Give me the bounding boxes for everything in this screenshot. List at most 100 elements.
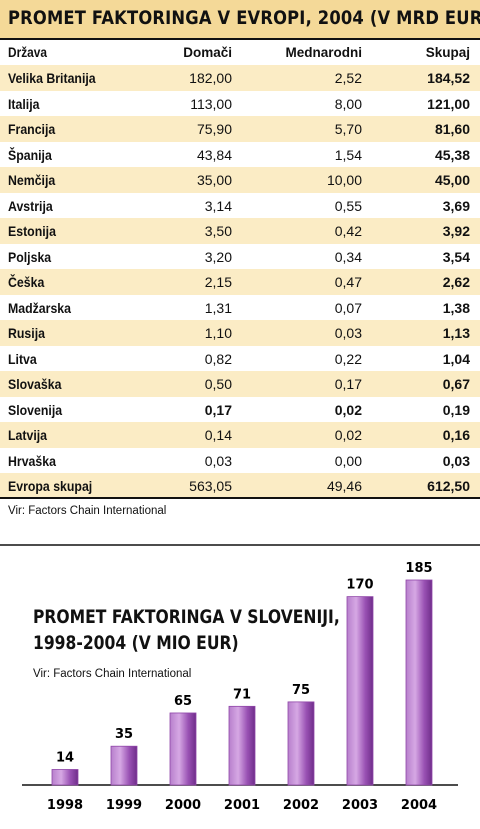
table-title: PROMET FAKTORINGA V EVROPI, 2004 (V MRD … [8, 7, 480, 29]
table-row: Litva 0,82 0,22 1,04 [0, 345, 480, 371]
international-cell: 0,03 [334, 325, 362, 341]
table-row: Španija 43,84 1,54 45,38 [0, 141, 480, 167]
international-cell: 0,00 [334, 452, 362, 469]
total-cell: 1,04 [442, 350, 470, 367]
chart-title-line-2: 1998-2004 (V MIO EUR) [33, 632, 239, 654]
total-cell: 81,60 [434, 121, 470, 137]
country-cell: Slovenija [8, 401, 63, 418]
domestic-cell: 182,00 [189, 70, 232, 86]
international-cell: 10,00 [326, 172, 362, 188]
country-cell: Rusija [8, 325, 45, 341]
international-cell: 1,54 [334, 146, 362, 163]
domestic-cell: 0,14 [204, 427, 232, 443]
domestic-cell: 563,05 [189, 478, 232, 494]
bar-2003 [346, 596, 374, 786]
domestic-cell: 3,20 [204, 248, 232, 265]
total-cell: 45,38 [434, 146, 470, 163]
international-cell: 0,22 [334, 350, 362, 367]
country-cell: Velika Britanija [8, 70, 96, 86]
international-cell: 0,42 [334, 223, 362, 239]
country-cell: Evropa skupaj [8, 478, 93, 494]
domestic-cell: 3,50 [204, 223, 232, 239]
domestic-cell: 113,00 [190, 95, 232, 112]
x-tick-label-2003: 2003 [342, 798, 378, 813]
international-cell: 0,55 [334, 197, 362, 214]
country-cell: Hrvaška [8, 452, 56, 469]
total-cell: 612,50 [427, 478, 470, 494]
data-label-2002: 75 [292, 683, 310, 698]
international-cell: 0,02 [334, 427, 362, 443]
total-cell: 45,00 [434, 172, 470, 188]
data-label-2004: 185 [405, 561, 432, 576]
data-label-2000: 65 [174, 694, 192, 709]
domestic-cell: 3,14 [204, 197, 232, 214]
table-row: Slovaška 0,50 0,17 0,67 [0, 371, 480, 397]
total-cell: 0,16 [442, 427, 470, 443]
domestic-cell: 0,50 [204, 376, 232, 392]
domestic-cell: 35,00 [196, 172, 232, 188]
table-row: Češka 2,15 0,47 2,62 [0, 269, 480, 295]
international-cell: 0,17 [334, 376, 362, 392]
international-cell: 0,34 [334, 248, 362, 265]
country-cell: Nemčija [8, 172, 56, 188]
international-cell: 0,07 [334, 299, 362, 316]
column-header-domestic: Domači [183, 45, 232, 60]
table-row: Rusija 1,10 0,03 1,13 [0, 320, 480, 346]
country-cell: Estonija [8, 223, 56, 239]
chart-source: Vir: Factors Chain International [33, 668, 192, 680]
column-header-total: Skupaj [425, 45, 470, 60]
x-tick-label-1999: 1999 [106, 798, 142, 813]
table-row: Italija 113,00 8,00 121,00 [0, 90, 480, 116]
x-tick-label-2001: 2001 [224, 798, 260, 813]
international-cell: 5,70 [334, 121, 362, 137]
x-tick-label-2002: 2002 [283, 798, 319, 813]
total-cell: 0,19 [442, 401, 470, 418]
table-title-bar: PROMET FAKTORINGA V EVROPI, 2004 (V MRD … [0, 0, 480, 40]
table-row: Slovenija 0,17 0,02 0,19 [0, 396, 480, 422]
country-cell: Poljska [8, 248, 52, 265]
domestic-cell: 0,17 [204, 401, 232, 418]
total-cell: 0,67 [442, 376, 470, 392]
bar-2002 [287, 701, 315, 786]
total-cell: 1,38 [442, 299, 470, 316]
international-cell: 49,46 [326, 478, 362, 494]
country-cell: Latvija [8, 427, 48, 443]
table-row: Poljska 3,20 0,34 3,54 [0, 243, 480, 269]
total-cell: 3,69 [442, 197, 470, 214]
country-cell: Avstrija [8, 197, 53, 214]
total-cell: 3,54 [442, 248, 470, 265]
country-cell: Madžarska [8, 299, 72, 316]
total-cell: 2,62 [442, 274, 470, 290]
bar-2004 [405, 579, 433, 786]
international-cell: 8,00 [334, 95, 362, 112]
table-source: Vir: Factors Chain International [8, 505, 167, 517]
total-cell: 1,13 [442, 325, 470, 341]
table-row: Francija 75,90 5,70 81,60 [0, 116, 480, 142]
country-cell: Španija [8, 146, 52, 163]
international-cell: 2,52 [334, 70, 362, 86]
international-cell: 0,47 [334, 274, 362, 290]
x-tick-label-1998: 1998 [47, 798, 83, 813]
country-cell: Češka [8, 274, 45, 290]
bar-2001 [228, 705, 256, 786]
x-tick-label-2000: 2000 [165, 798, 201, 813]
total-cell: 184,52 [427, 70, 470, 86]
table-row: Estonija 3,50 0,42 3,92 [0, 218, 480, 244]
table-row: Latvija 0,14 0,02 0,16 [0, 422, 480, 448]
international-cell: 0,02 [334, 401, 362, 418]
data-label-1998: 14 [56, 750, 74, 765]
data-label-1999: 35 [115, 727, 133, 742]
domestic-cell: 75,90 [196, 121, 232, 137]
domestic-cell: 1,31 [204, 299, 232, 316]
bar-1998 [51, 769, 79, 786]
country-cell: Francija [8, 121, 56, 137]
domestic-cell: 0,03 [204, 452, 232, 469]
table-row: Nemčija 35,00 10,00 45,00 [0, 167, 480, 193]
chart-title-line-1: PROMET FAKTORINGA V SLOVENIJI, [33, 606, 340, 628]
total-cell: 0,03 [442, 452, 470, 469]
column-header-country: Država [8, 45, 47, 60]
table-row: Velika Britanija 182,00 2,52 184,52 [0, 65, 480, 91]
domestic-cell: 1,10 [204, 325, 232, 341]
x-tick-label-2004: 2004 [401, 798, 437, 813]
country-cell: Slovaška [8, 376, 62, 392]
